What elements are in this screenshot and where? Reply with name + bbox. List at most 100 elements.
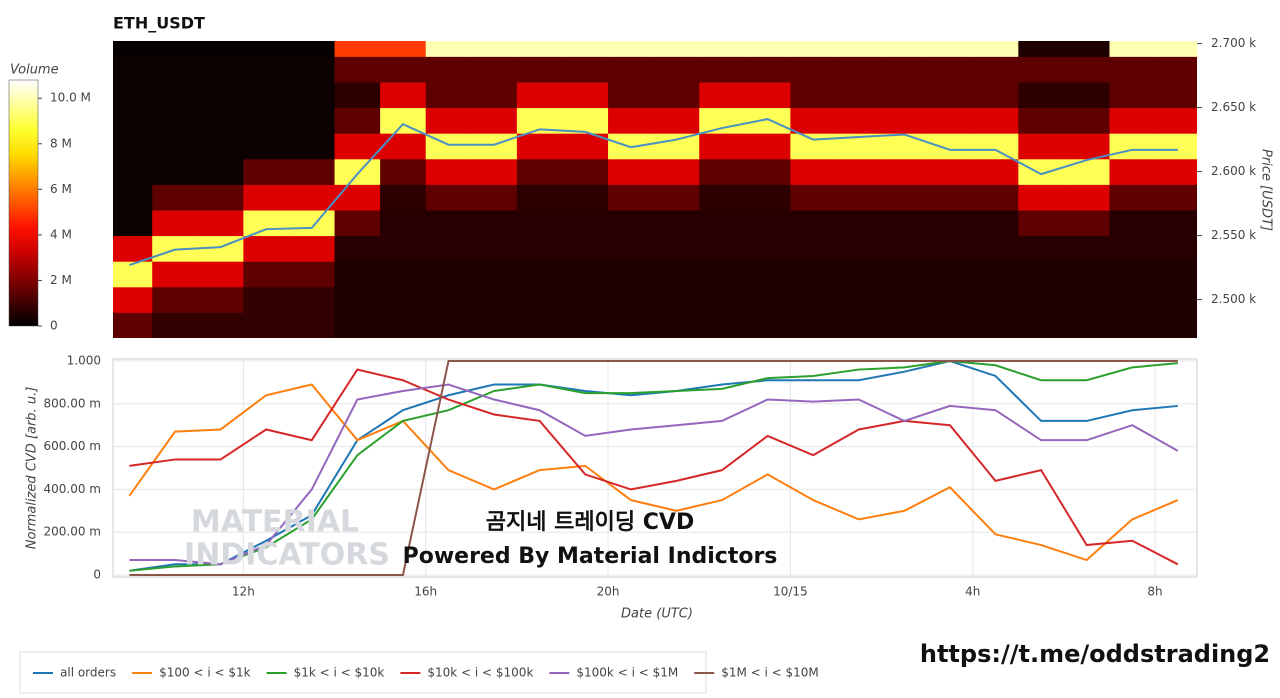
heat-cell (288, 261, 336, 288)
heat-cell (881, 209, 928, 237)
heat-cell (608, 261, 655, 288)
y-tick-label: 2.650 k (1211, 100, 1256, 114)
heat-cell (380, 41, 427, 57)
heat-cell (835, 158, 883, 185)
heat-cell (790, 158, 837, 185)
heat-cell (1018, 261, 1065, 288)
heat-cell (790, 312, 837, 338)
heat-cell (881, 235, 928, 262)
heat-cell (197, 81, 244, 109)
heat-cell (744, 158, 791, 185)
heat-cell (1018, 312, 1065, 338)
heat-cell (1063, 261, 1110, 288)
heat-cell (380, 312, 427, 338)
heat-cell (1018, 81, 1065, 109)
heat-cell (881, 56, 928, 83)
heat-cell (744, 56, 791, 83)
heat-cell (380, 133, 427, 160)
heat-cell (1155, 107, 1197, 134)
heat-cell (243, 56, 290, 83)
heat-cell (744, 133, 791, 160)
heat-cell (243, 158, 290, 185)
heat-cell (197, 184, 244, 211)
colorbar-title: Volume (10, 63, 59, 78)
heat-cell (471, 261, 518, 288)
heat-cell (471, 107, 518, 134)
heat-cell (288, 41, 336, 57)
heat-cell (1109, 235, 1156, 262)
heat-cell (425, 56, 472, 83)
heat-cell (1155, 209, 1197, 237)
heat-cell (972, 235, 1019, 262)
heat-cell (516, 312, 563, 338)
heat-cell (562, 41, 609, 57)
heat-cell (790, 286, 837, 313)
heat-cell (608, 286, 655, 313)
heat-cell (243, 209, 290, 237)
colorbar-tick-label: 2 M (50, 273, 72, 287)
heat-cell (288, 209, 336, 237)
heat-cell (334, 184, 381, 211)
heat-cell (608, 209, 655, 237)
heat-cell (243, 133, 290, 160)
heat-cell (334, 261, 381, 288)
legend-label: $100k < i < $1M (576, 666, 678, 680)
heat-cell (1109, 133, 1156, 160)
heat-cell (790, 81, 837, 109)
heat-cell (744, 81, 791, 109)
heat-cell (425, 41, 472, 57)
heat-cell (608, 312, 655, 338)
series-line (129, 368, 1179, 566)
x-tick-label: 12h (232, 585, 255, 599)
heat-cell (334, 107, 381, 134)
heat-cell (1155, 261, 1197, 288)
heat-cell (152, 133, 199, 160)
heat-cell (334, 158, 381, 185)
heat-cell (1155, 158, 1197, 185)
heat-cell (516, 184, 563, 211)
heat-cell (881, 184, 928, 211)
heat-cell (1155, 184, 1197, 211)
heat-cell (699, 209, 746, 237)
heat-cell (152, 41, 199, 57)
heat-cell (243, 235, 290, 262)
heat-cell (1018, 133, 1065, 160)
heat-cell (1018, 107, 1065, 134)
heat-cell (790, 56, 837, 83)
heat-cell (972, 286, 1019, 313)
heat-cell (744, 235, 791, 262)
heat-cell (972, 56, 1019, 83)
heat-cell (243, 312, 290, 338)
heat-cell (562, 184, 609, 211)
heat-cell (380, 235, 427, 262)
heat-cell (972, 158, 1019, 185)
overlay-text: Powered By Material Indictors (403, 544, 778, 569)
heat-cell (927, 158, 974, 185)
heat-cell (1109, 81, 1156, 109)
heat-cell (653, 184, 700, 211)
heat-cell (653, 286, 700, 313)
heat-cell (881, 81, 928, 109)
heat-cell (1155, 81, 1197, 109)
heat-cell (699, 133, 746, 160)
heat-cell (562, 261, 609, 288)
heat-cell (972, 209, 1019, 237)
heat-cell (744, 209, 791, 237)
heat-cell (516, 286, 563, 313)
heat-cell (1155, 56, 1197, 83)
x-tick-label: 20h (597, 585, 620, 599)
heat-cell (1063, 133, 1110, 160)
heat-cell (699, 286, 746, 313)
series-line (129, 359, 1178, 572)
heat-cell (744, 41, 791, 57)
heat-cell (197, 158, 244, 185)
heat-cell (790, 209, 837, 237)
heat-cell (152, 184, 199, 211)
heat-cell (927, 133, 974, 160)
heat-cell (425, 286, 472, 313)
heat-cell (516, 133, 563, 160)
heat-cell (881, 312, 928, 338)
y-tick-label: 2.600 k (1211, 164, 1256, 178)
y-axis-title: Price [USDT] (1259, 149, 1274, 231)
heat-cell (471, 286, 518, 313)
